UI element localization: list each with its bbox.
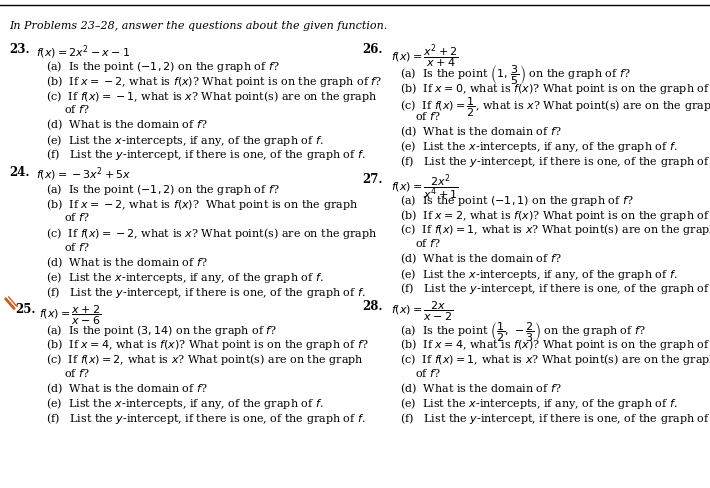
Text: of $f$?: of $f$? <box>64 240 89 252</box>
Text: (e)  List the $x$-intercepts, if any, of the graph of $f$.: (e) List the $x$-intercepts, if any, of … <box>46 269 324 285</box>
Text: (e)  List the $x$-intercepts, if any, of the graph of $f$.: (e) List the $x$-intercepts, if any, of … <box>46 395 324 410</box>
Text: (c)  If $f(x) = 1$, what is $x$? What point(s) are on the graph: (c) If $f(x) = 1$, what is $x$? What poi… <box>400 222 710 237</box>
Text: (f)   List the $y$-intercept, if there is one, of the graph of $f$.: (f) List the $y$-intercept, if there is … <box>46 147 366 162</box>
Text: 27.: 27. <box>362 172 383 185</box>
Text: (a)  Is the point $\left(\dfrac{1}{2},\, -\dfrac{2}{3}\right)$ on the graph of $: (a) Is the point $\left(\dfrac{1}{2},\, … <box>400 320 645 343</box>
Text: (f)   List the $y$-intercept, if there is one, of the graph of $f$.: (f) List the $y$-intercept, if there is … <box>400 281 710 296</box>
Text: $f(x) = -3x^2 + 5x$: $f(x) = -3x^2 + 5x$ <box>36 165 131 183</box>
Text: (a)  Is the point $(3, 14)$ on the graph of $f$?: (a) Is the point $(3, 14)$ on the graph … <box>46 322 278 337</box>
Text: $f(x) = \dfrac{2x}{x - 2}$: $f(x) = \dfrac{2x}{x - 2}$ <box>391 299 453 323</box>
Text: of $f$?: of $f$? <box>64 103 89 115</box>
Text: (f)   List the $y$-intercept, if there is one, of the graph of $f$.: (f) List the $y$-intercept, if there is … <box>46 410 366 425</box>
Text: (f)   List the $y$-intercept, if there is one, of the graph of $f$.: (f) List the $y$-intercept, if there is … <box>400 154 710 169</box>
Text: In Problems 23–28, answer the questions about the given function.: In Problems 23–28, answer the questions … <box>9 21 388 31</box>
Text: of $f$?: of $f$? <box>64 366 89 378</box>
Text: 28.: 28. <box>362 299 383 312</box>
Text: (a)  Is the point $(-1, 1)$ on the graph of $f$?: (a) Is the point $(-1, 1)$ on the graph … <box>400 193 633 208</box>
Text: (e)  List the $x$-intercepts, if any, of the graph of $f$.: (e) List the $x$-intercepts, if any, of … <box>400 266 677 281</box>
Text: (a)  Is the point $(-1, 2)$ on the graph of $f$?: (a) Is the point $(-1, 2)$ on the graph … <box>46 59 280 74</box>
Text: (e)  List the $x$-intercepts, if any, of the graph of $f$.: (e) List the $x$-intercepts, if any, of … <box>46 132 324 147</box>
Text: (b)  If $x = 4$, what is $f(x)$? What point is on the graph of $f$?: (b) If $x = 4$, what is $f(x)$? What poi… <box>400 337 710 352</box>
Text: (d)  What is the domain of $f$?: (d) What is the domain of $f$? <box>400 381 562 395</box>
Text: (d)  What is the domain of $f$?: (d) What is the domain of $f$? <box>46 381 208 395</box>
Text: 26.: 26. <box>362 43 383 56</box>
Text: (c)  If $f(x) = \dfrac{1}{2}$, what is $x$? What point(s) are on the graph: (c) If $f(x) = \dfrac{1}{2}$, what is $x… <box>400 95 710 119</box>
Text: (d)  What is the domain of $f$?: (d) What is the domain of $f$? <box>46 118 208 132</box>
Text: (d)  What is the domain of $f$?: (d) What is the domain of $f$? <box>400 251 562 266</box>
Text: of $f$?: of $f$? <box>415 366 441 378</box>
Text: $f(x) = \dfrac{x + 2}{x - 6}$: $f(x) = \dfrac{x + 2}{x - 6}$ <box>39 303 102 326</box>
Text: (b)  If $x = -2$, what is $f(x)$? What point is on the graph of $f$?: (b) If $x = -2$, what is $f(x)$? What po… <box>46 74 383 89</box>
Text: $f(x) = 2x^2 - x - 1$: $f(x) = 2x^2 - x - 1$ <box>36 43 130 61</box>
Text: (b)  If $x = 0$, what is $f(x)$? What point is on the graph of $f$?: (b) If $x = 0$, what is $f(x)$? What poi… <box>400 81 710 96</box>
Text: (c)  If $f(x) = -1$, what is $x$? What point(s) are on the graph: (c) If $f(x) = -1$, what is $x$? What po… <box>46 88 378 103</box>
Text: (a)  Is the point $\left(1,\, \dfrac{3}{5}\right)$ on the graph of $f$?: (a) Is the point $\left(1,\, \dfrac{3}{5… <box>400 63 630 87</box>
Text: (e)  List the $x$-intercepts, if any, of the graph of $f$.: (e) List the $x$-intercepts, if any, of … <box>400 395 677 410</box>
Text: $f(x) = \dfrac{2x^2}{x^4 + 1}$: $f(x) = \dfrac{2x^2}{x^4 + 1}$ <box>391 172 459 202</box>
Text: of $f$?: of $f$? <box>415 110 441 122</box>
Text: (b)  If $x = 4$, what is $f(x)$? What point is on the graph of $f$?: (b) If $x = 4$, what is $f(x)$? What poi… <box>46 337 368 352</box>
Text: (b)  If $x = -2$, what is $f(x)$?  What point is on the graph: (b) If $x = -2$, what is $f(x)$? What po… <box>46 196 359 211</box>
Text: (c)  If $f(x) = 2$, what is $x$? What point(s) are on the graph: (c) If $f(x) = 2$, what is $x$? What poi… <box>46 351 364 366</box>
Text: 25.: 25. <box>15 303 36 316</box>
Text: (e)  List the $x$-intercepts, if any, of the graph of $f$.: (e) List the $x$-intercepts, if any, of … <box>400 139 677 154</box>
Text: (d)  What is the domain of $f$?: (d) What is the domain of $f$? <box>46 255 208 269</box>
Text: of $f$?: of $f$? <box>415 237 441 249</box>
Text: $f(x) = \dfrac{x^2 + 2}{x + 4}$: $f(x) = \dfrac{x^2 + 2}{x + 4}$ <box>391 43 459 71</box>
Text: 23.: 23. <box>9 43 30 56</box>
Text: (f)   List the $y$-intercept, if there is one, of the graph of $f$.: (f) List the $y$-intercept, if there is … <box>400 410 710 425</box>
Text: (c)  If $f(x) = 1$, what is $x$? What point(s) are on the graph: (c) If $f(x) = 1$, what is $x$? What poi… <box>400 351 710 366</box>
Text: (b)  If $x = 2$, what is $f(x)$? What point is on the graph of $f$?: (b) If $x = 2$, what is $f(x)$? What poi… <box>400 207 710 223</box>
Text: of $f$?: of $f$? <box>64 211 89 223</box>
Text: (c)  If $f(x) = -2$, what is $x$? What point(s) are on the graph: (c) If $f(x) = -2$, what is $x$? What po… <box>46 225 378 241</box>
Text: (f)   List the $y$-intercept, if there is one, of the graph of $f$.: (f) List the $y$-intercept, if there is … <box>46 284 366 299</box>
Text: (d)  What is the domain of $f$?: (d) What is the domain of $f$? <box>400 124 562 139</box>
Text: (a)  Is the point $(-1, 2)$ on the graph of $f$?: (a) Is the point $(-1, 2)$ on the graph … <box>46 182 280 197</box>
Text: 24.: 24. <box>9 165 30 179</box>
